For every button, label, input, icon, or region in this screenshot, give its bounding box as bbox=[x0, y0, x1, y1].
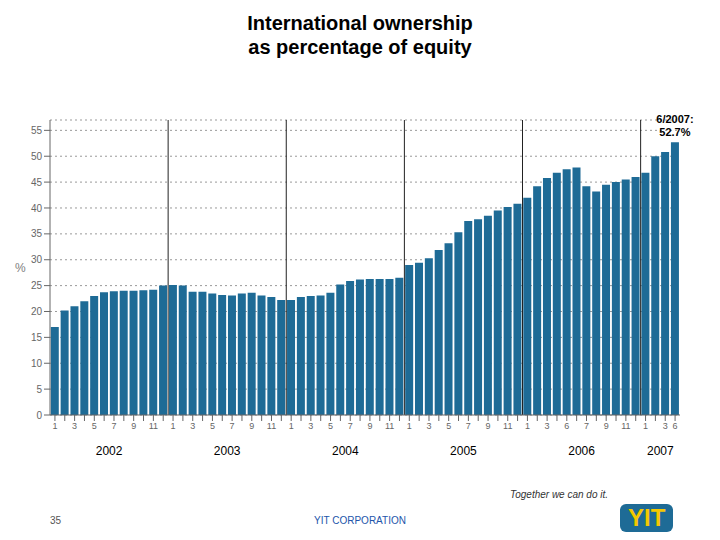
svg-text:3: 3 bbox=[426, 421, 431, 431]
svg-text:3: 3 bbox=[190, 421, 195, 431]
svg-text:5: 5 bbox=[446, 421, 451, 431]
svg-text:20: 20 bbox=[31, 306, 43, 317]
svg-text:%: % bbox=[15, 261, 26, 275]
svg-text:40: 40 bbox=[31, 203, 43, 214]
svg-text:2004: 2004 bbox=[332, 444, 359, 458]
svg-text:6: 6 bbox=[564, 421, 569, 431]
svg-text:2002: 2002 bbox=[96, 444, 123, 458]
svg-text:5: 5 bbox=[210, 421, 215, 431]
svg-text:0: 0 bbox=[36, 410, 42, 421]
svg-text:3: 3 bbox=[72, 421, 77, 431]
svg-text:9: 9 bbox=[249, 421, 254, 431]
svg-text:9: 9 bbox=[131, 421, 136, 431]
html-text:35: 35 bbox=[50, 515, 62, 526]
svg-text:15: 15 bbox=[31, 332, 43, 343]
html-text:Together we can do it.: Together we can do it. bbox=[510, 489, 608, 500]
svg-text:30: 30 bbox=[31, 254, 43, 265]
svg-text:50: 50 bbox=[31, 151, 43, 162]
svg-text:1: 1 bbox=[52, 421, 57, 431]
svg-text:55: 55 bbox=[31, 125, 43, 136]
svg-text:2006: 2006 bbox=[568, 444, 595, 458]
svg-text:2005: 2005 bbox=[450, 444, 477, 458]
svg-text:9: 9 bbox=[486, 421, 491, 431]
svg-text:25: 25 bbox=[31, 280, 43, 291]
svg-text:7: 7 bbox=[584, 421, 589, 431]
svg-text:1: 1 bbox=[289, 421, 294, 431]
html-text:YIT CORPORATION: YIT CORPORATION bbox=[314, 515, 406, 526]
svg-text:11: 11 bbox=[621, 421, 630, 431]
svg-text:7: 7 bbox=[466, 421, 471, 431]
svg-text:7: 7 bbox=[348, 421, 353, 431]
svg-text:5: 5 bbox=[92, 421, 97, 431]
svg-text:10: 10 bbox=[31, 358, 43, 369]
svg-text:11: 11 bbox=[385, 421, 394, 431]
svg-text:6/2007:52.7%: 6/2007:52.7% bbox=[656, 113, 693, 138]
svg-text:9: 9 bbox=[367, 421, 372, 431]
svg-text:2003: 2003 bbox=[214, 444, 241, 458]
svg-text:6: 6 bbox=[673, 421, 678, 431]
svg-text:9: 9 bbox=[604, 421, 609, 431]
svg-text:7: 7 bbox=[230, 421, 235, 431]
svg-text:1: 1 bbox=[171, 421, 176, 431]
svg-text:7: 7 bbox=[111, 421, 116, 431]
svg-text:3: 3 bbox=[663, 421, 668, 431]
svg-text:1: 1 bbox=[525, 421, 530, 431]
svg-text:3: 3 bbox=[545, 421, 550, 431]
svg-text:1: 1 bbox=[643, 421, 648, 431]
html-text:YIT: YIT bbox=[628, 504, 666, 531]
svg-text:11: 11 bbox=[503, 421, 512, 431]
svg-text:45: 45 bbox=[31, 177, 43, 188]
svg-text:2007: 2007 bbox=[647, 444, 674, 458]
svg-text:11: 11 bbox=[267, 421, 276, 431]
svg-text:5: 5 bbox=[36, 384, 42, 395]
svg-text:5: 5 bbox=[328, 421, 333, 431]
svg-text:11: 11 bbox=[149, 421, 158, 431]
svg-text:35: 35 bbox=[31, 228, 43, 239]
svg-text:1: 1 bbox=[407, 421, 412, 431]
svg-text:3: 3 bbox=[308, 421, 313, 431]
html-text:International ownership as per: International ownership as percentage of… bbox=[247, 12, 473, 58]
